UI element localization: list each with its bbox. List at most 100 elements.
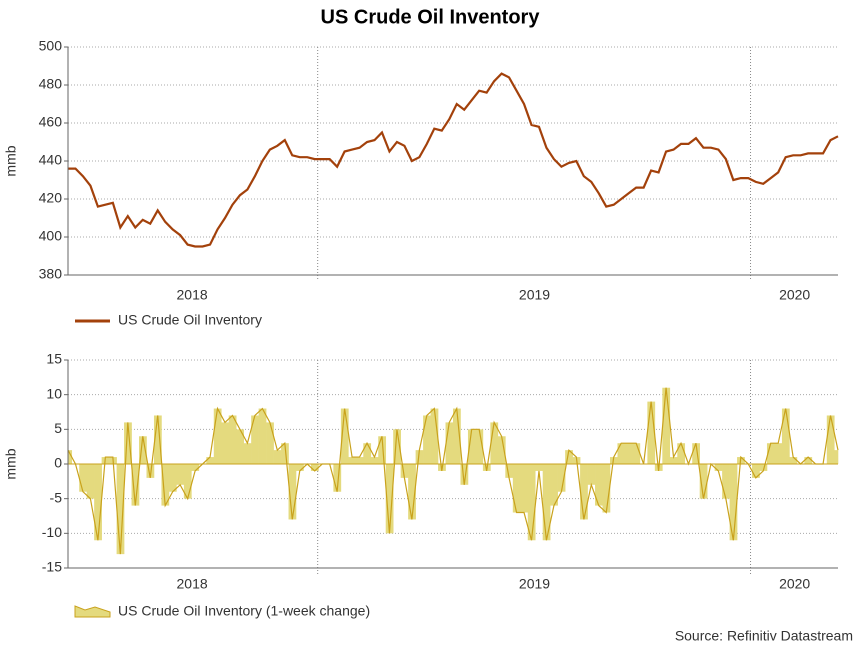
area-bar (550, 464, 558, 506)
area-bar (348, 457, 357, 464)
area-bar (153, 415, 162, 464)
area-bar (213, 408, 222, 464)
y-tick-label: 500 (39, 38, 63, 54)
area-bar (445, 422, 454, 464)
area-bar (766, 443, 775, 464)
area-bar (699, 464, 708, 499)
area-bar (722, 464, 730, 499)
area-bar (423, 415, 431, 464)
area-bar (804, 457, 813, 464)
area-bar (68, 450, 73, 464)
chart-title: US Crude Oil Inventory (321, 6, 541, 28)
line (68, 72, 839, 248)
area-bar (146, 464, 155, 478)
y-tick-label: 440 (39, 152, 63, 168)
area-bar (669, 457, 678, 464)
area-bar (333, 464, 342, 492)
area-bar (520, 464, 529, 513)
area-bar (206, 457, 215, 464)
area-bar (221, 422, 230, 464)
area-bar (595, 464, 603, 506)
area-bar (602, 464, 611, 513)
area-bar (139, 436, 147, 464)
area-bar (542, 464, 551, 541)
area-bar (124, 422, 132, 464)
area-outline (67, 387, 839, 555)
area-bar (176, 464, 185, 485)
y-tick-label: 5 (54, 420, 62, 436)
y-axis-label: mmb (3, 145, 19, 176)
area-bar (632, 443, 641, 464)
area-bar (415, 450, 424, 464)
area-bar (385, 464, 394, 534)
area-bar (273, 450, 282, 464)
x-tick-label: 2018 (177, 576, 208, 592)
area-bar (527, 464, 536, 541)
x-tick-label: 2018 (177, 287, 208, 303)
area-bar (587, 464, 596, 485)
area-bar (243, 443, 252, 464)
area-bar (310, 464, 319, 471)
y-axis-label: mmb (3, 448, 19, 479)
area-bar (281, 443, 289, 464)
legend-label: US Crude Oil Inventory (1-week change) (118, 603, 370, 619)
y-tick-label: 0 (54, 455, 62, 471)
area-bar (168, 464, 177, 492)
area-bar (789, 457, 798, 464)
area-bar (266, 422, 274, 464)
legend-swatch (74, 605, 111, 618)
area-bar (617, 443, 626, 464)
area-bar (453, 408, 461, 464)
area-bar (296, 464, 304, 471)
x-tick-label: 2019 (519, 287, 550, 303)
area-bar (647, 401, 656, 464)
area-bar (497, 436, 506, 464)
area-bar (490, 422, 499, 464)
area-bar (714, 464, 723, 471)
y-tick-label: 420 (39, 190, 63, 206)
area-bar (826, 415, 835, 464)
y-tick-label: 480 (39, 76, 63, 92)
source: Source: Refinitiv Datastream (675, 628, 853, 644)
area-bar (834, 450, 839, 464)
area-bar (624, 443, 633, 464)
area-bar (512, 464, 521, 513)
x-tick-label: 2019 (519, 576, 550, 592)
area-bar (363, 443, 372, 464)
area-bar (251, 415, 259, 464)
area-bar (662, 387, 671, 464)
area-bar (565, 450, 573, 464)
legend-label: US Crude Oil Inventory (118, 312, 262, 328)
y-tick-label: -5 (50, 489, 63, 505)
area-bar (86, 464, 95, 499)
y-tick-label: 15 (46, 351, 62, 367)
area-bar (393, 429, 401, 464)
x-tick-label: 2020 (779, 287, 810, 303)
area-bar (400, 464, 409, 478)
y-tick-label: -15 (42, 559, 62, 575)
area-bar (475, 429, 484, 464)
y-tick-label: 380 (39, 266, 63, 282)
area-bar (378, 436, 387, 464)
area-bar (236, 429, 244, 464)
x-tick-label: 2020 (779, 576, 810, 592)
area-bar (116, 464, 125, 555)
area-bar (408, 464, 416, 520)
area-bar (460, 464, 469, 485)
area-bar (677, 443, 686, 464)
y-tick-label: 460 (39, 114, 63, 130)
area-bar (557, 464, 566, 492)
area-bar (79, 464, 87, 492)
area-bar (692, 443, 700, 464)
area-bar (505, 464, 514, 478)
y-tick-label: 400 (39, 228, 63, 244)
area-bar (183, 464, 192, 499)
area-bar (131, 464, 140, 506)
area-bar (430, 408, 439, 464)
area-bar (759, 464, 768, 471)
area-bar (355, 457, 364, 464)
area-bar (729, 464, 738, 541)
area-bar (94, 464, 102, 541)
area-bar (191, 464, 200, 471)
